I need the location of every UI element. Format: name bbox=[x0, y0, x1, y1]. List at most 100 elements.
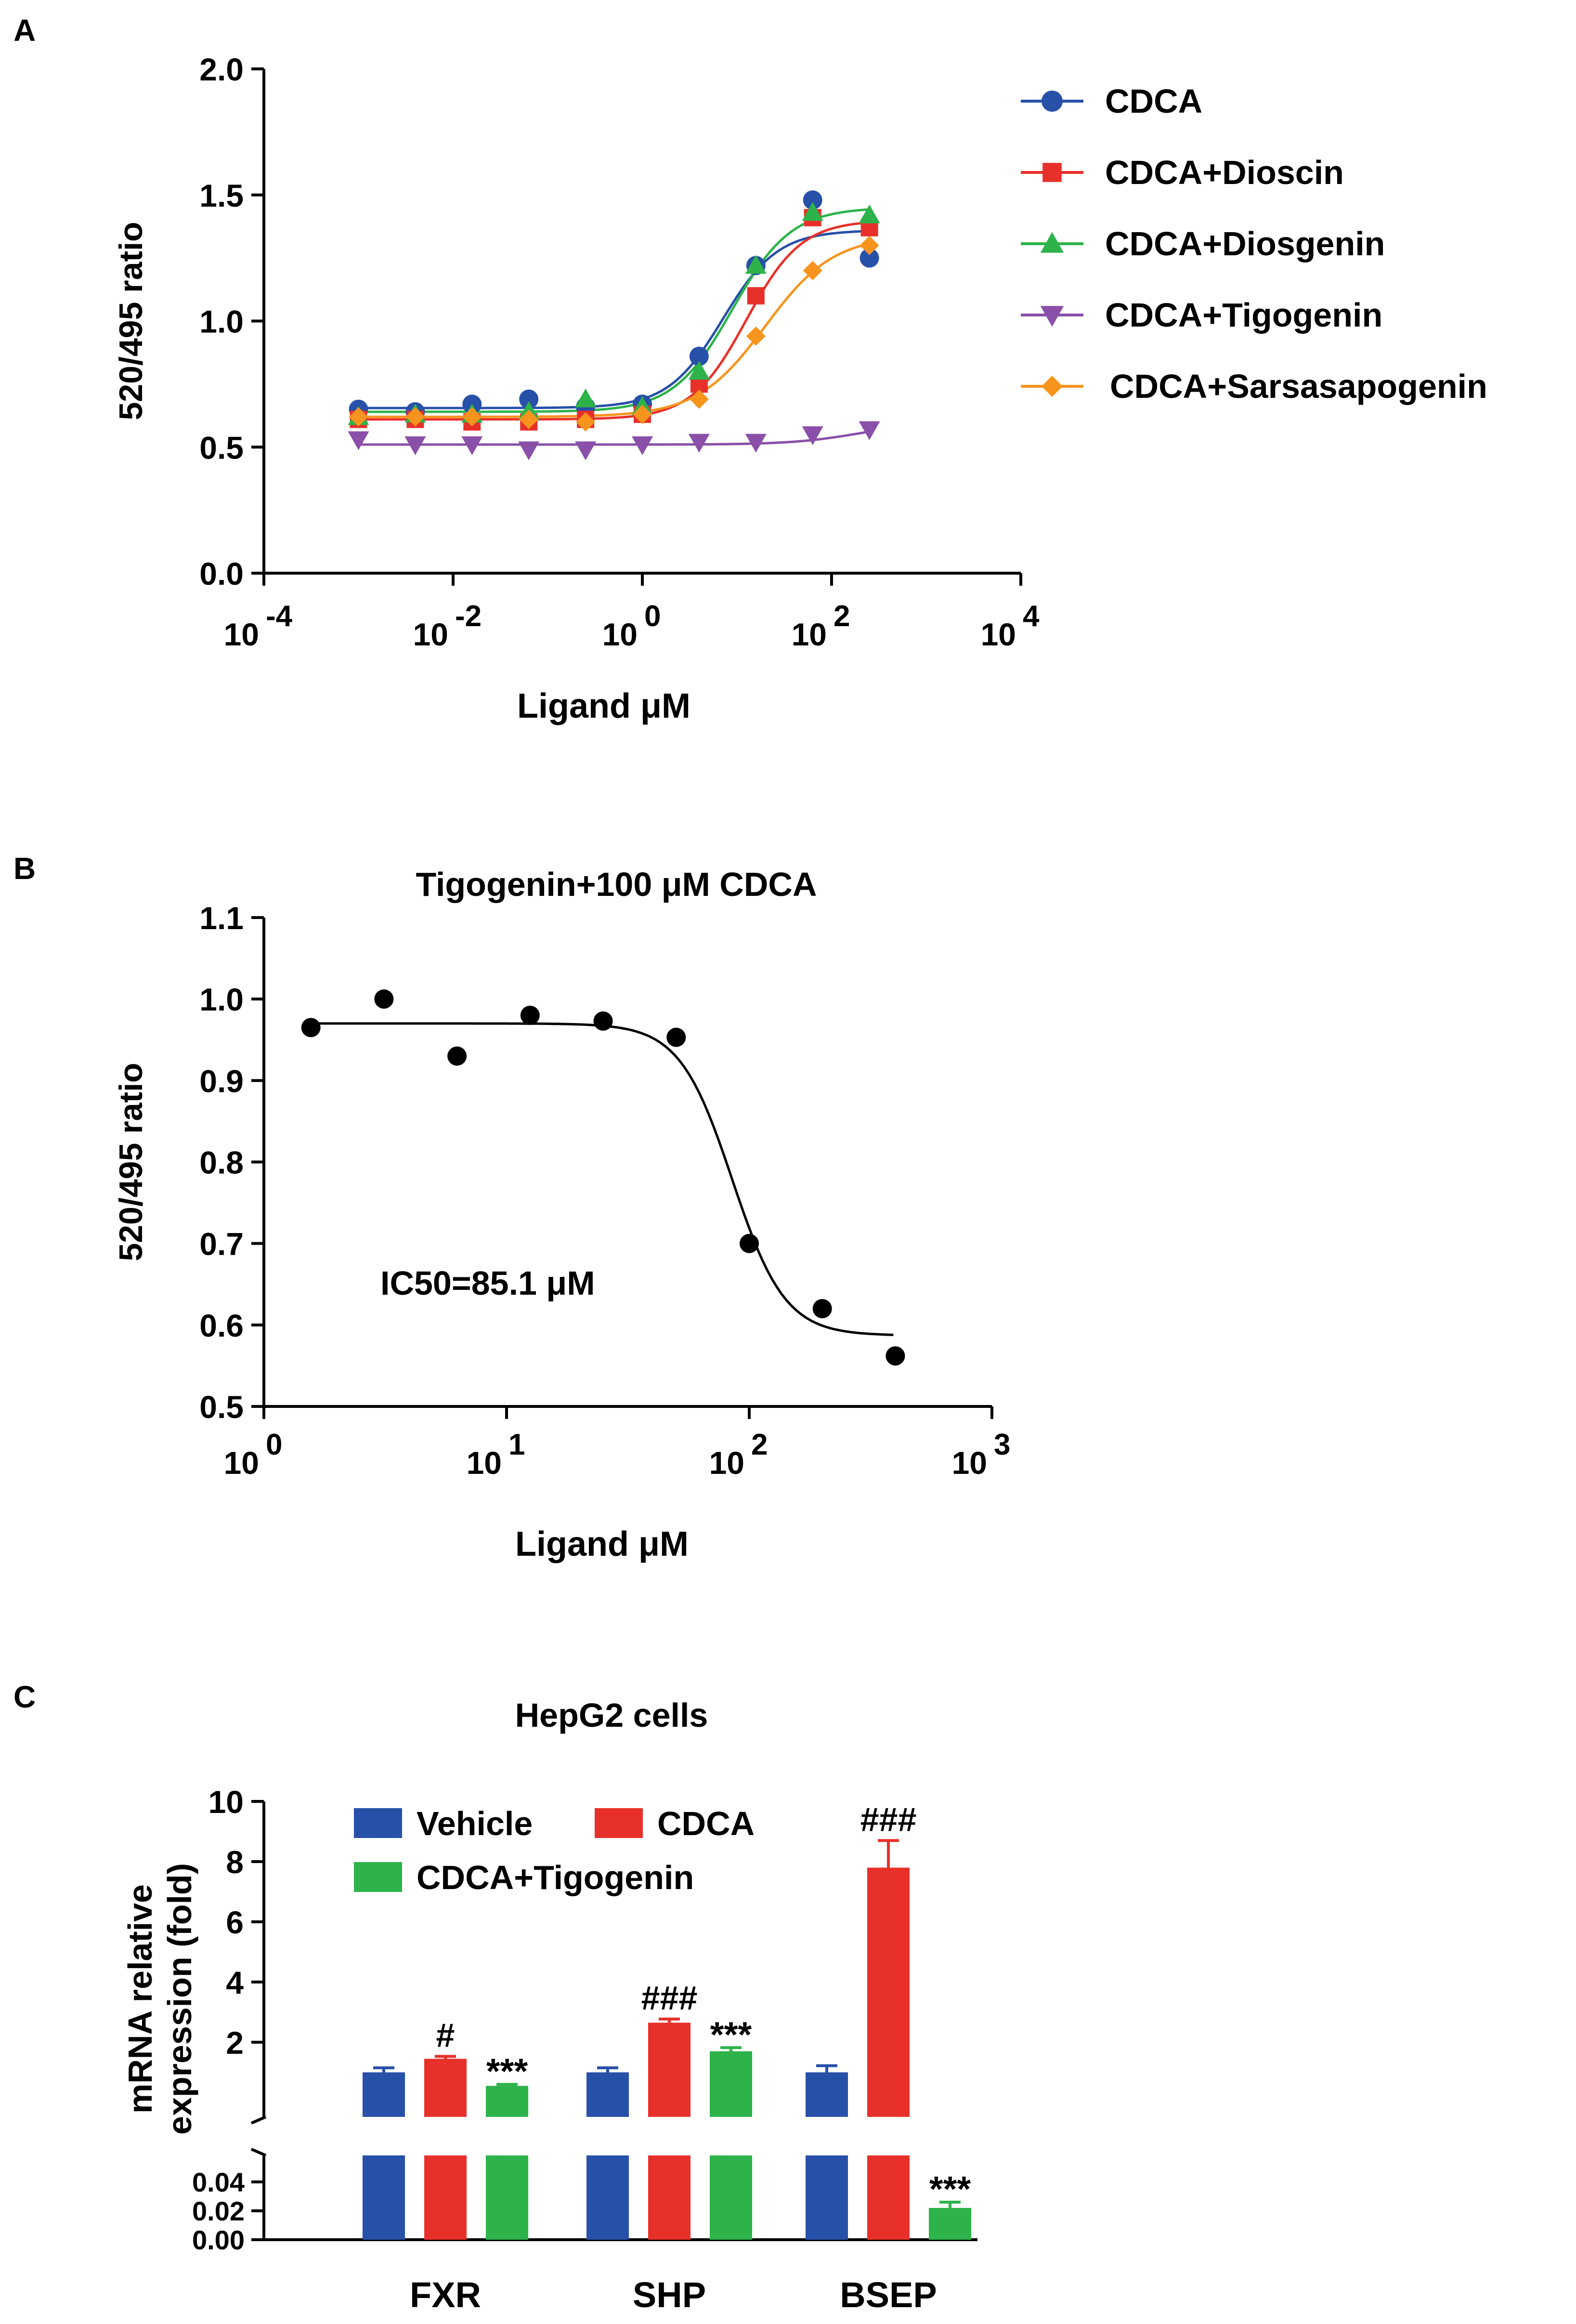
significance-stars: *** bbox=[710, 2014, 752, 2054]
significance-stars: *** bbox=[486, 2051, 528, 2091]
data-point bbox=[747, 287, 765, 305]
x-tick-label-a: 10 bbox=[413, 617, 448, 652]
bar-lower bbox=[424, 2155, 467, 2240]
bar-lower bbox=[648, 2155, 690, 2240]
data-point bbox=[404, 436, 426, 456]
y-axis-title-line: expression (fold) bbox=[161, 1863, 198, 2135]
ic50-annotation: IC50=85.1 μM bbox=[380, 1264, 595, 1302]
data-point-b bbox=[593, 1011, 613, 1031]
bar-upper bbox=[486, 2086, 528, 2117]
x-tick-label-a: 10 bbox=[224, 617, 259, 652]
legend-marker bbox=[1042, 376, 1063, 397]
category-label: SHP bbox=[633, 2275, 706, 2315]
data-point bbox=[745, 433, 767, 453]
y-tick-label-upper-c: 4 bbox=[226, 1965, 244, 2000]
y-tick-label-lower-c: 0.00 bbox=[192, 2225, 245, 2255]
data-point bbox=[349, 407, 368, 427]
x-tick-label-a: 10 bbox=[981, 617, 1016, 652]
x-tick-label-b: 10 bbox=[224, 1445, 259, 1481]
y-tick-label-a: 2.0 bbox=[199, 52, 244, 87]
legend-marker bbox=[1042, 91, 1063, 112]
panel-label-b: B bbox=[13, 851, 36, 886]
data-point bbox=[745, 255, 767, 274]
y-tick-label-upper-c: 2 bbox=[226, 2025, 244, 2061]
y-tick-label-b: 0.7 bbox=[199, 1226, 244, 1262]
fit-curve-cdca-sarsasapogenin bbox=[358, 242, 870, 418]
y-tick-label-a: 1.0 bbox=[199, 304, 244, 340]
data-point bbox=[688, 433, 710, 453]
bar-upper bbox=[806, 2072, 848, 2117]
significance-hash: ### bbox=[860, 1800, 917, 1838]
data-point bbox=[689, 389, 709, 409]
bar-upper bbox=[586, 2072, 629, 2117]
data-point bbox=[575, 441, 597, 460]
data-point bbox=[803, 261, 822, 280]
x-axis-title-b: Ligand μM bbox=[515, 1525, 689, 1563]
data-point-b bbox=[374, 989, 394, 1009]
x-tick-exponent-a: 0 bbox=[644, 600, 661, 633]
y-tick-label-b: 0.9 bbox=[199, 1063, 244, 1099]
x-tick-exponent-a: -2 bbox=[455, 600, 482, 633]
data-point bbox=[860, 236, 879, 255]
data-point bbox=[746, 326, 766, 346]
legend-label: CDCA+Diosgenin bbox=[1105, 225, 1385, 263]
x-tick-exponent-a: 2 bbox=[834, 600, 850, 633]
bar-upper bbox=[424, 2059, 467, 2117]
legend-swatch-c bbox=[354, 1808, 402, 1838]
y-tick-label-b: 0.6 bbox=[199, 1308, 244, 1343]
legend-marker bbox=[1040, 306, 1064, 327]
bar-upper bbox=[710, 2051, 752, 2117]
x-tick-exponent-b: 0 bbox=[266, 1428, 282, 1461]
bar-lower bbox=[806, 2155, 848, 2240]
data-point bbox=[461, 436, 483, 456]
data-point bbox=[860, 248, 879, 268]
bar-lower bbox=[710, 2155, 752, 2240]
x-tick-label-a: 10 bbox=[792, 617, 827, 652]
panel-a: A0.00.51.01.52.010-410-2100102104Ligand … bbox=[13, 13, 1487, 725]
data-point-b bbox=[520, 1006, 540, 1025]
y-tick-label-upper-c: 8 bbox=[226, 1844, 244, 1880]
x-tick-exponent-b: 3 bbox=[994, 1428, 1010, 1461]
bar-upper bbox=[648, 2022, 690, 2117]
panel-b: B Tigogenin+100 μM CDCA 0.5 0.6 0.7 0.8 0.9 1.0… bbox=[13, 851, 1010, 1563]
x-axis-title-a: Ligand μM bbox=[517, 687, 690, 725]
data-point bbox=[348, 431, 369, 450]
y-axis-title-line: mRNA relative bbox=[121, 1884, 159, 2114]
data-point bbox=[689, 346, 709, 366]
legend-label: CDCA+Sarsasapogenin bbox=[1110, 368, 1487, 405]
data-point bbox=[462, 407, 482, 427]
legend-label-c: CDCA bbox=[657, 1805, 755, 1842]
y-tick-label-b: 0.5 bbox=[199, 1389, 244, 1425]
y-axis-title-c: mRNA relativeexpression (fold) bbox=[121, 1863, 198, 2135]
data-point-b bbox=[740, 1234, 759, 1253]
data-point bbox=[575, 388, 597, 407]
fit-curve-cdca-dioscin bbox=[358, 221, 870, 421]
legend-label: CDCA+Tigogenin bbox=[1105, 296, 1382, 334]
x-tick-exponent-a: -4 bbox=[266, 600, 293, 633]
y-tick-label-b: 0.8 bbox=[199, 1145, 244, 1181]
data-point-b bbox=[812, 1299, 832, 1318]
panel-c: C HepG2 cells 2 4 6 8 10 0.000.020.04 mRNA relat… bbox=[13, 1680, 977, 2315]
panel-label-c: C bbox=[13, 1680, 36, 1714]
legend-marker bbox=[1042, 163, 1062, 182]
data-point-b bbox=[301, 1018, 321, 1037]
legend-marker bbox=[1040, 232, 1064, 253]
significance-hash: # bbox=[436, 2016, 455, 2054]
y-axis-title-a: 520/495 ratio bbox=[113, 222, 149, 420]
significance-stars: *** bbox=[929, 2169, 971, 2209]
x-tick-exponent-b: 1 bbox=[508, 1428, 525, 1461]
bar-lower bbox=[586, 2155, 629, 2240]
x-tick-exponent-b: 2 bbox=[751, 1428, 768, 1461]
bar-lower bbox=[363, 2155, 405, 2240]
legend-label: CDCA bbox=[1105, 82, 1202, 120]
bar-upper bbox=[363, 2072, 405, 2117]
legend-label: CDCA+Dioscin bbox=[1105, 154, 1344, 191]
x-tick-label-a: 10 bbox=[602, 617, 638, 652]
chart-title-c: HepG2 cells bbox=[515, 1696, 708, 1734]
legend-swatch-c bbox=[595, 1808, 643, 1838]
data-point bbox=[803, 190, 822, 210]
y-tick-label-lower-c: 0.04 bbox=[192, 2167, 245, 2197]
legend-label-c: Vehicle bbox=[417, 1805, 533, 1842]
panel-label-a: A bbox=[13, 13, 36, 48]
